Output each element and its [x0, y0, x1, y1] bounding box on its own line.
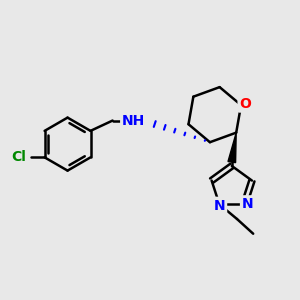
Text: N: N: [242, 197, 254, 211]
Text: N: N: [214, 199, 225, 213]
Text: Cl: Cl: [11, 150, 26, 164]
Polygon shape: [228, 133, 236, 163]
Text: O: O: [239, 97, 251, 111]
Text: NH: NH: [122, 114, 146, 128]
